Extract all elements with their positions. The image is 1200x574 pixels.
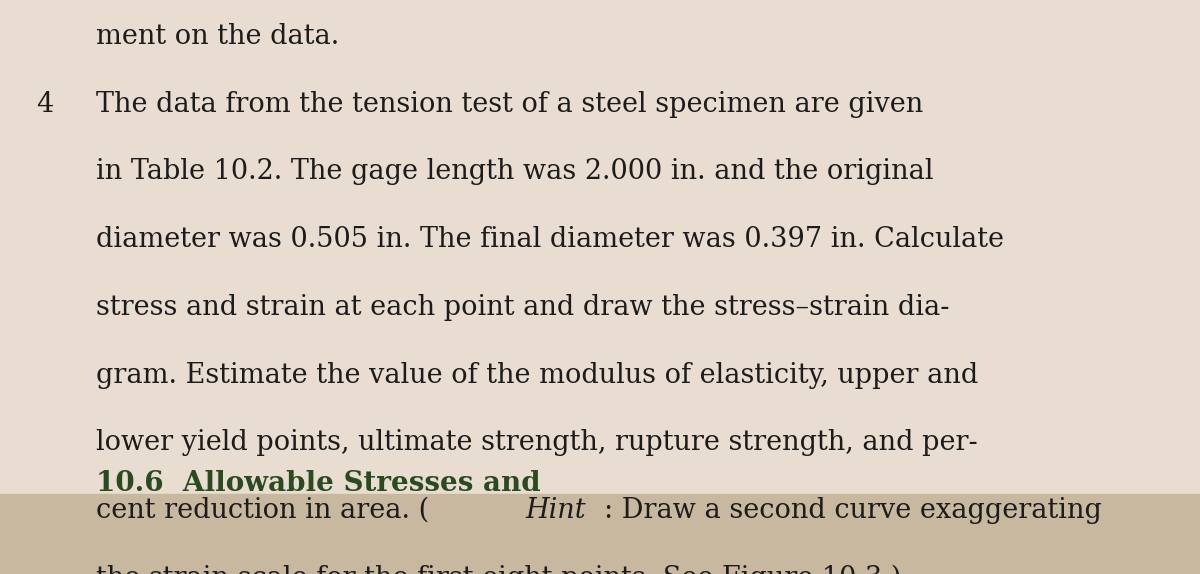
Text: diameter was 0.505 in. The final diameter was 0.397 in. Calculate: diameter was 0.505 in. The final diamete…	[96, 226, 1004, 253]
Text: 4: 4	[36, 91, 53, 118]
Text: 10.6  Allowable Stresses and: 10.6 Allowable Stresses and	[96, 470, 541, 497]
Text: stress and strain at each point and draw the stress–strain dia-: stress and strain at each point and draw…	[96, 294, 949, 321]
Text: cent reduction in area. (: cent reduction in area. (	[96, 497, 430, 524]
Text: gram. Estimate the value of the modulus of elasticity, upper and: gram. Estimate the value of the modulus …	[96, 362, 978, 389]
Text: lower yield points, ultimate strength, rupture strength, and per-: lower yield points, ultimate strength, r…	[96, 429, 978, 456]
Bar	[0, 494, 1200, 574]
Text: : Draw a second curve exaggerating: : Draw a second curve exaggerating	[604, 497, 1102, 524]
Text: The data from the tension test of a steel specimen are given: The data from the tension test of a stee…	[96, 91, 923, 118]
Text: in Table 10.2. The gage length was 2.000 in. and the original: in Table 10.2. The gage length was 2.000…	[96, 158, 934, 185]
Text: ment on the data.: ment on the data.	[96, 23, 340, 50]
Text: Hint: Hint	[526, 497, 587, 524]
Text: the strain scale for the first eight points. See Figure 10.3.): the strain scale for the first eight poi…	[96, 565, 901, 574]
